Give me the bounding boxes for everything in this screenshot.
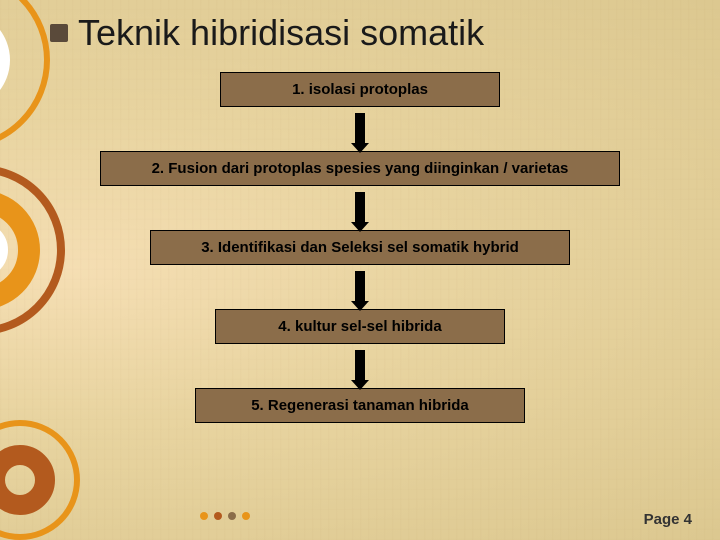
slide-content: Teknik hibridisasi somatik 1. isolasi pr…	[0, 0, 720, 540]
flow-step: 5. Regenerasi tanaman hibrida	[195, 388, 525, 423]
page-number: Page 4	[644, 511, 692, 528]
title-bullet-icon	[50, 24, 68, 42]
arrow-down-icon	[355, 192, 365, 224]
page-title: Teknik hibridisasi somatik	[78, 12, 484, 54]
dot-icon	[214, 512, 222, 520]
flowchart: 1. isolasi protoplas 2. Fusion dari proto…	[0, 72, 720, 423]
dot-icon	[242, 512, 250, 520]
dot-icon	[228, 512, 236, 520]
flow-step: 3. Identifikasi dan Seleksi sel somatik …	[150, 230, 570, 265]
title-row: Teknik hibridisasi somatik	[0, 0, 720, 54]
flow-step: 4. kultur sel-sel hibrida	[215, 309, 505, 344]
dot-icon	[200, 512, 208, 520]
arrow-down-icon	[355, 350, 365, 382]
decorative-dots	[200, 512, 250, 520]
arrow-down-icon	[355, 271, 365, 303]
arrow-down-icon	[355, 113, 365, 145]
flow-step: 2. Fusion dari protoplas spesies yang di…	[100, 151, 620, 186]
flow-step: 1. isolasi protoplas	[220, 72, 500, 107]
